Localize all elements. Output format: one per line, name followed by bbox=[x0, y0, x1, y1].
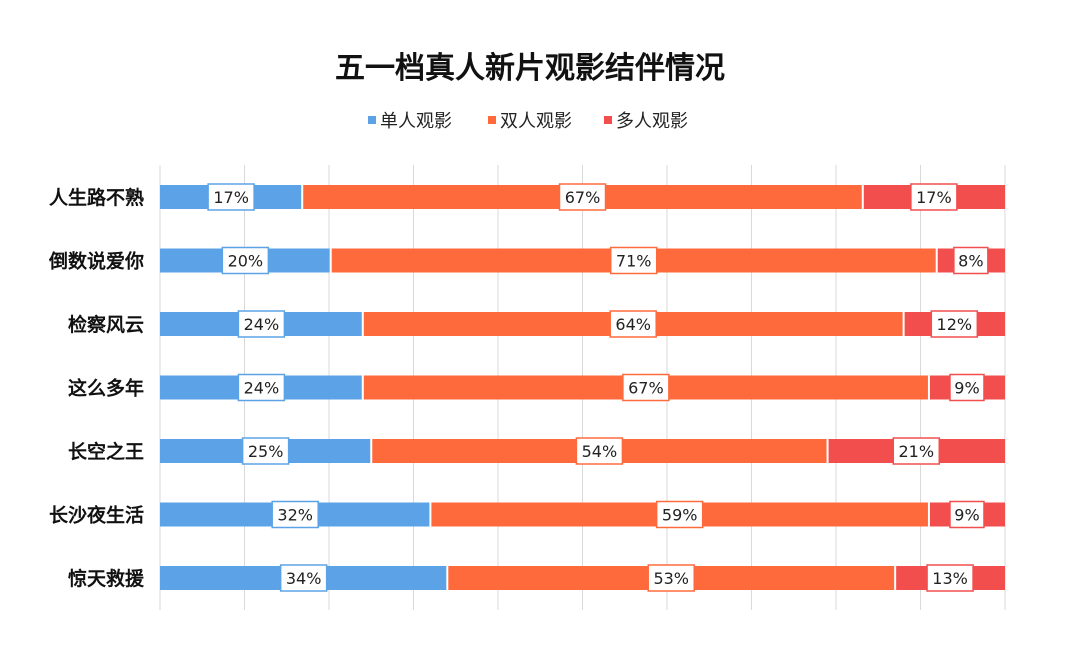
data-label: 21% bbox=[898, 442, 934, 461]
data-label-box bbox=[271, 500, 319, 529]
data-label: 67% bbox=[628, 379, 664, 398]
legend-swatch bbox=[604, 116, 612, 124]
legend: 单人观影 双人观影 多人观影 bbox=[368, 111, 688, 132]
category-label: 长空之王 bbox=[68, 440, 144, 463]
data-label-box bbox=[949, 373, 985, 402]
data-label: 64% bbox=[615, 315, 651, 334]
data-label-box bbox=[930, 310, 979, 338]
data-label-box bbox=[655, 500, 704, 529]
data-label: 13% bbox=[932, 569, 968, 588]
data-label: 24% bbox=[244, 379, 280, 398]
legend-label: 单人观影 bbox=[380, 111, 452, 132]
category-label: 长沙夜生活 bbox=[49, 504, 144, 527]
data-label-box bbox=[237, 310, 286, 338]
data-label-box bbox=[237, 373, 286, 402]
data-label: 20% bbox=[228, 252, 264, 271]
data-label: 24% bbox=[244, 315, 280, 334]
legend-label: 双人观影 bbox=[500, 111, 572, 132]
data-label-box bbox=[609, 310, 657, 338]
data-label-box bbox=[892, 437, 941, 465]
data-label-box bbox=[241, 437, 290, 465]
data-label: 59% bbox=[662, 506, 698, 525]
data-label-box bbox=[926, 564, 974, 592]
category-label: 这么多年 bbox=[68, 377, 144, 400]
data-label: 53% bbox=[653, 569, 689, 588]
chart-title: 五一档真人新片观影结伴情况 bbox=[335, 51, 725, 86]
data-label: 17% bbox=[213, 188, 249, 207]
data-label-box bbox=[953, 246, 989, 275]
data-label: 67% bbox=[565, 188, 601, 207]
data-label: 25% bbox=[248, 442, 284, 461]
data-label-box bbox=[622, 373, 670, 402]
data-label-box bbox=[221, 246, 270, 275]
data-label-box bbox=[207, 183, 255, 211]
data-label: 9% bbox=[954, 506, 979, 525]
data-label-box bbox=[609, 246, 658, 275]
data-label: 8% bbox=[958, 252, 983, 271]
data-label-box bbox=[575, 437, 624, 465]
legend-swatch bbox=[368, 116, 376, 124]
data-label-box bbox=[949, 500, 985, 529]
data-label: 17% bbox=[916, 188, 952, 207]
category-label: 惊天救援 bbox=[68, 567, 145, 590]
bars: 17% 67% 17% 20% 71% 8% 24% 64% 12% 24% 67% 9% 25% 54%… bbox=[160, 183, 1005, 592]
legend-label: 多人观影 bbox=[616, 111, 688, 132]
data-label-box bbox=[647, 564, 695, 592]
data-label: 12% bbox=[937, 315, 973, 334]
data-label: 32% bbox=[277, 506, 313, 525]
data-label: 34% bbox=[286, 569, 322, 588]
data-label-box bbox=[279, 564, 328, 592]
category-label: 检察风云 bbox=[68, 313, 144, 336]
data-label: 54% bbox=[582, 442, 618, 461]
data-label: 9% bbox=[954, 379, 979, 398]
category-label: 人生路不熟 bbox=[49, 186, 144, 209]
data-label-box bbox=[910, 183, 958, 211]
category-label: 倒数说爱你 bbox=[48, 250, 144, 273]
data-label-box bbox=[558, 183, 607, 211]
data-label: 71% bbox=[616, 252, 652, 271]
legend-swatch bbox=[488, 116, 496, 124]
